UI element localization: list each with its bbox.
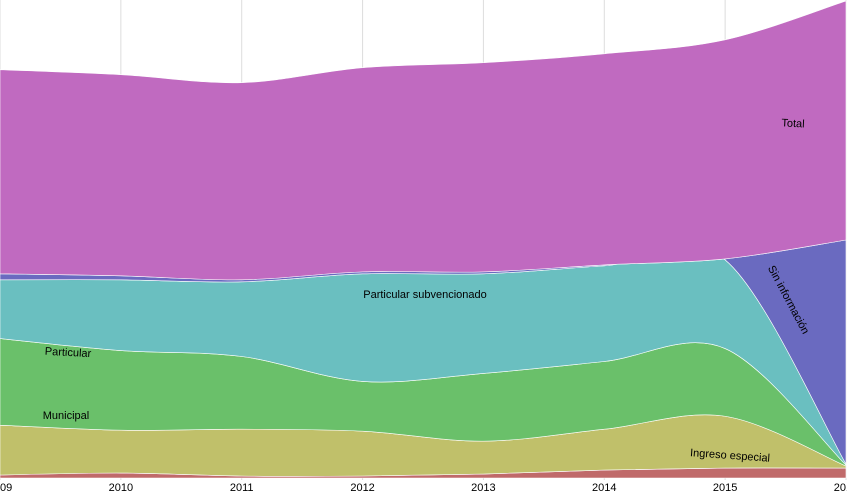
x-tick-label: 2014 [592, 482, 616, 494]
x-tick-label: 2015 [713, 482, 737, 494]
series-label: Particular subvencionado [363, 289, 487, 301]
x-tick-label: 2011 [230, 482, 254, 494]
series-label: Municipal [43, 410, 89, 422]
area [0, 0, 847, 281]
x-tick-label: 2016 [834, 482, 847, 494]
x-tick-label: 2013 [471, 482, 495, 494]
x-tick-label: 2012 [350, 482, 374, 494]
x-tick-label: 2010 [109, 482, 133, 494]
series-label: Total [781, 117, 805, 130]
series-label: Ingreso especial [690, 447, 771, 465]
series-label: Particular [44, 346, 91, 360]
x-tick-label: 2009 [0, 482, 12, 494]
